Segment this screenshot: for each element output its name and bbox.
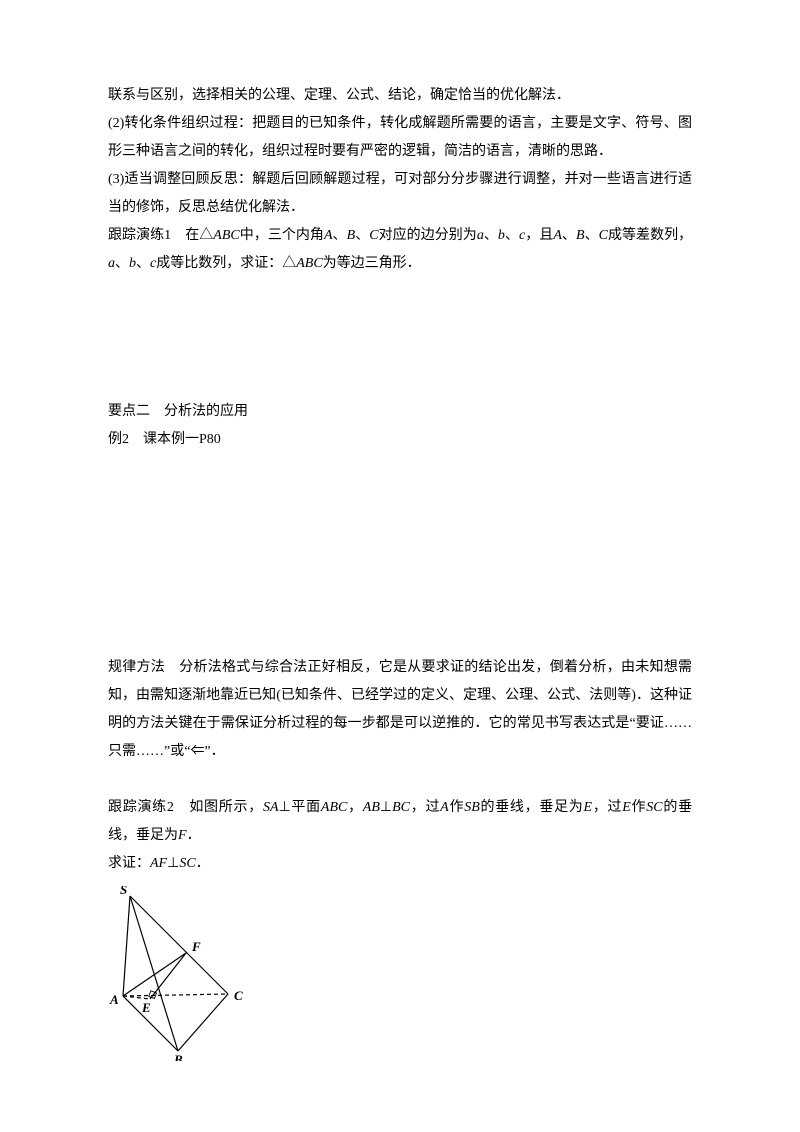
text: 的垂线，垂足为 xyxy=(480,800,584,815)
var: SC xyxy=(646,800,662,815)
var: A xyxy=(553,228,562,243)
paragraph-2: (2)转化条件组织过程：把题目的已知条件，转化成解题所需要的语言，主要是文字、符… xyxy=(108,110,692,166)
svg-text:A: A xyxy=(109,992,119,1007)
svg-text:E: E xyxy=(141,1000,151,1015)
method-summary: 规律方法 分析法格式与综合法正好相反，它是从要求证的结论出发，倒着分析，由未知想… xyxy=(108,654,692,766)
var: b xyxy=(498,228,505,243)
text: 、 xyxy=(562,228,576,243)
var: C xyxy=(369,228,378,243)
var: C xyxy=(599,228,608,243)
text: 、 xyxy=(136,256,150,271)
var: AF xyxy=(150,856,167,871)
var: SB xyxy=(464,800,480,815)
var: E xyxy=(584,800,593,815)
paragraph-1: 联系与区别，选择相关的公理、定理、公式、结论，确定恰当的优化解法． xyxy=(108,82,692,110)
var: ABC xyxy=(296,256,322,271)
text: 、 xyxy=(484,228,498,243)
text: ⊥ xyxy=(380,800,392,815)
text: ， xyxy=(347,800,362,815)
text: 跟踪演练1 在△ xyxy=(108,228,213,243)
text: 、 xyxy=(585,228,599,243)
var: SC xyxy=(179,856,195,871)
var: AB xyxy=(363,800,380,815)
text: ． xyxy=(196,856,210,871)
text: 、 xyxy=(355,228,369,243)
spacer xyxy=(108,278,692,398)
example-2: 例2 课本例一P80 xyxy=(108,426,692,454)
exercise-2: 跟踪演练2 如图所示，SA⊥平面ABC，AB⊥BC，过A作SB的垂线，垂足为E，… xyxy=(108,794,692,850)
var: A xyxy=(440,800,449,815)
text: 作 xyxy=(449,800,464,815)
var: A xyxy=(324,228,333,243)
svg-text:S: S xyxy=(120,886,127,897)
exercise-1: 跟踪演练1 在△ABC中，三个内角A、B、C对应的边分别为a、b、c，且A、B、… xyxy=(108,222,692,278)
var: a xyxy=(477,228,484,243)
var: B xyxy=(347,228,356,243)
text: 、 xyxy=(115,256,129,271)
var: F xyxy=(178,828,187,843)
text: ，过 xyxy=(410,800,440,815)
text: 作 xyxy=(631,800,646,815)
var: E xyxy=(622,800,631,815)
text: 为等边三角形． xyxy=(323,256,421,271)
tetrahedron-diagram: S A C B E F xyxy=(108,886,248,1061)
prove-statement: 求证：AF⊥SC． xyxy=(108,850,692,878)
text: 中，三个内角 xyxy=(240,228,324,243)
text: 成等差数列， xyxy=(608,228,692,243)
text: 、 xyxy=(505,228,519,243)
svg-text:B: B xyxy=(173,1052,183,1061)
section-heading-2: 要点二 分析法的应用 xyxy=(108,398,692,426)
var: BC xyxy=(392,800,410,815)
var: ABC xyxy=(213,228,239,243)
geometry-diagram: S A C B E F xyxy=(108,886,692,1066)
var: ABC xyxy=(321,800,347,815)
text: ⊥ xyxy=(167,856,179,871)
text: ，且 xyxy=(525,228,553,243)
paragraph-3: (3)适当调整回顾反思：解题后回顾解题过程，可对部分分步骤进行调整，并对一些语言… xyxy=(108,166,692,222)
var: b xyxy=(129,256,136,271)
text: 求证： xyxy=(108,856,150,871)
var: B xyxy=(576,228,585,243)
text: ． xyxy=(187,828,201,843)
spacer xyxy=(108,454,692,654)
svg-text:C: C xyxy=(234,988,243,1003)
var: a xyxy=(108,256,115,271)
var: SA xyxy=(263,800,279,815)
spacer xyxy=(108,766,692,794)
text: 、 xyxy=(333,228,347,243)
svg-text:F: F xyxy=(191,939,201,954)
text: 成等比数列，求证：△ xyxy=(156,256,296,271)
text: 对应的边分别为 xyxy=(379,228,477,243)
text: ⊥平面 xyxy=(279,800,321,815)
text: ，过 xyxy=(592,800,622,815)
text: 跟踪演练2 如图所示， xyxy=(108,800,263,815)
